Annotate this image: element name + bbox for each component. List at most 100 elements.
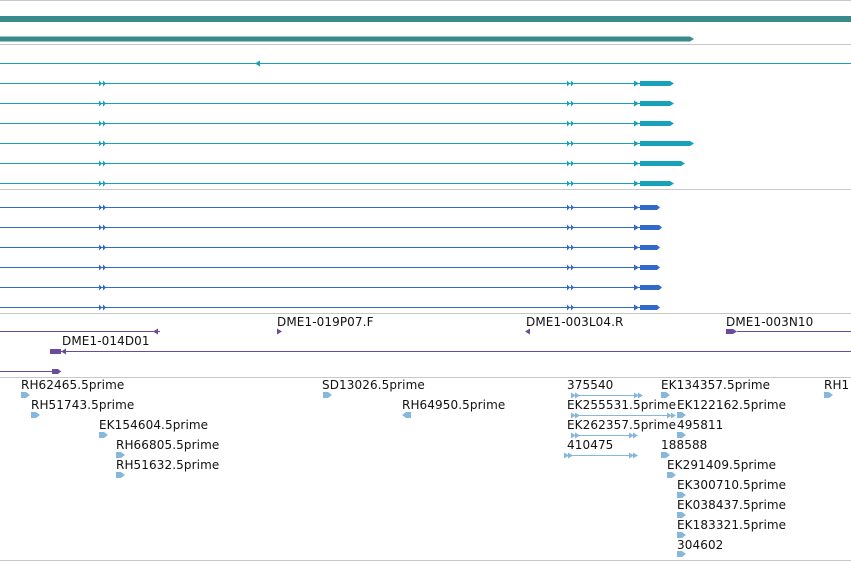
strand-arrow-icon [103,180,106,187]
strand-arrow-icon [571,224,574,231]
est-marker[interactable] [677,492,686,498]
strand-arrow-icon [99,224,102,231]
est-label[interactable]: RH1 [824,378,850,392]
strand-arrow-icon [575,392,580,399]
est-label[interactable]: RH51743.5prime [31,398,135,412]
clone-label[interactable]: DME1-003L04.R [526,315,624,329]
est-marker[interactable] [667,472,676,478]
est-label[interactable]: EK038437.5prime [677,498,787,512]
est-label[interactable]: 375540 [567,378,614,392]
exon-block[interactable] [640,101,674,106]
strand-arrow-icon [567,160,570,167]
strand-arrow-icon [634,120,639,127]
est-marker[interactable] [31,412,40,418]
est-label[interactable]: 410475 [567,438,614,452]
strand-arrow-icon [567,264,570,271]
strand-arrow-icon [567,180,570,187]
strand-arrow-icon [634,140,639,147]
est-label[interactable]: 188588 [661,438,708,452]
clone-label[interactable]: DME1-014D01 [62,334,150,348]
exon-block[interactable] [640,265,660,270]
exon-block[interactable] [640,81,674,86]
strand-arrow-icon [99,180,102,187]
strand-arrow-icon [634,392,639,399]
est-label[interactable]: EK262357.5prime [567,418,677,432]
strand-arrow-icon [99,284,102,291]
strand-arrow-icon [103,224,106,231]
est-marker[interactable] [677,532,686,538]
est-marker[interactable] [116,452,125,458]
exon-block[interactable] [52,369,61,374]
strand-arrow-icon [633,452,638,459]
est-marker[interactable] [116,472,125,478]
est-marker[interactable] [677,432,686,438]
exon-block[interactable] [0,16,851,22]
strand-arrow-icon [629,432,634,439]
exon-block[interactable] [640,225,662,230]
strand-arrow-icon [103,120,106,127]
strand-arrow-icon [671,412,676,419]
est-label[interactable]: 495811 [677,418,724,432]
est-label[interactable]: SD13026.5prime [322,378,425,392]
strand-arrow-icon [634,304,639,311]
est-marker[interactable] [677,512,686,518]
est-marker[interactable] [21,392,30,398]
est-marker[interactable] [661,392,670,398]
strand-arrow-icon [567,204,570,211]
strand-arrow-icon [103,100,106,107]
strand-arrow-icon [99,264,102,271]
strand-arrow-icon [103,244,106,251]
est-marker[interactable] [677,412,686,418]
strand-arrow-icon [99,160,102,167]
est-label[interactable]: 304602 [677,538,724,552]
strand-arrow-icon [634,204,639,211]
strand-arrow-icon [277,328,282,335]
est-label[interactable]: EK134357.5prime [661,378,771,392]
strand-arrow-icon [99,100,102,107]
strand-arrow-icon [571,100,574,107]
strand-arrow-icon [571,264,574,271]
est-label[interactable]: EK300710.5prime [677,478,787,492]
est-marker[interactable] [402,412,411,418]
est-marker[interactable] [824,392,833,398]
strand-arrow-icon [567,304,570,311]
exon-block[interactable] [640,121,674,126]
est-label[interactable]: RH62465.5prime [21,378,125,392]
est-label[interactable]: RH64950.5prime [402,398,506,412]
exon-block[interactable] [640,205,660,210]
strand-arrow-icon [634,284,639,291]
est-marker[interactable] [99,432,108,438]
est-marker[interactable] [677,551,686,557]
est-marker[interactable] [323,392,332,398]
exon-block[interactable] [640,305,660,310]
est-marker[interactable] [661,452,670,458]
est-label[interactable]: EK183321.5prime [677,518,787,532]
strand-arrow-icon [255,60,260,67]
exon-block[interactable] [640,245,660,250]
strand-arrow-icon [525,328,530,335]
exon-block[interactable] [640,161,685,166]
est-label[interactable]: EK122162.5prime [677,398,787,412]
est-label[interactable]: EK255531.5prime [567,398,677,412]
est-label[interactable]: RH66805.5prime [116,438,220,452]
exon-block[interactable] [640,285,662,290]
strand-arrow-icon [103,284,106,291]
strand-arrow-icon [571,120,574,127]
clone-label[interactable]: DME1-003N10 [726,315,814,329]
strand-arrow-icon [571,244,574,251]
exon-block[interactable] [726,329,737,334]
est-label[interactable]: EK154604.5prime [99,418,209,432]
strand-arrow-icon [571,412,576,419]
strand-arrow-icon [567,80,570,87]
strand-arrow-icon [633,432,638,439]
exon-block[interactable] [50,349,61,354]
exon-block[interactable] [640,141,694,146]
est-label[interactable]: RH51632.5prime [116,458,220,472]
est-label[interactable]: EK291409.5prime [667,458,777,472]
clone-label[interactable]: DME1-019P07.F [277,315,374,329]
strand-arrow-icon [103,80,106,87]
exon-block[interactable] [0,36,694,42]
strand-arrow-icon [571,392,576,399]
exon-block[interactable] [640,181,674,186]
strand-arrow-icon [634,244,639,251]
